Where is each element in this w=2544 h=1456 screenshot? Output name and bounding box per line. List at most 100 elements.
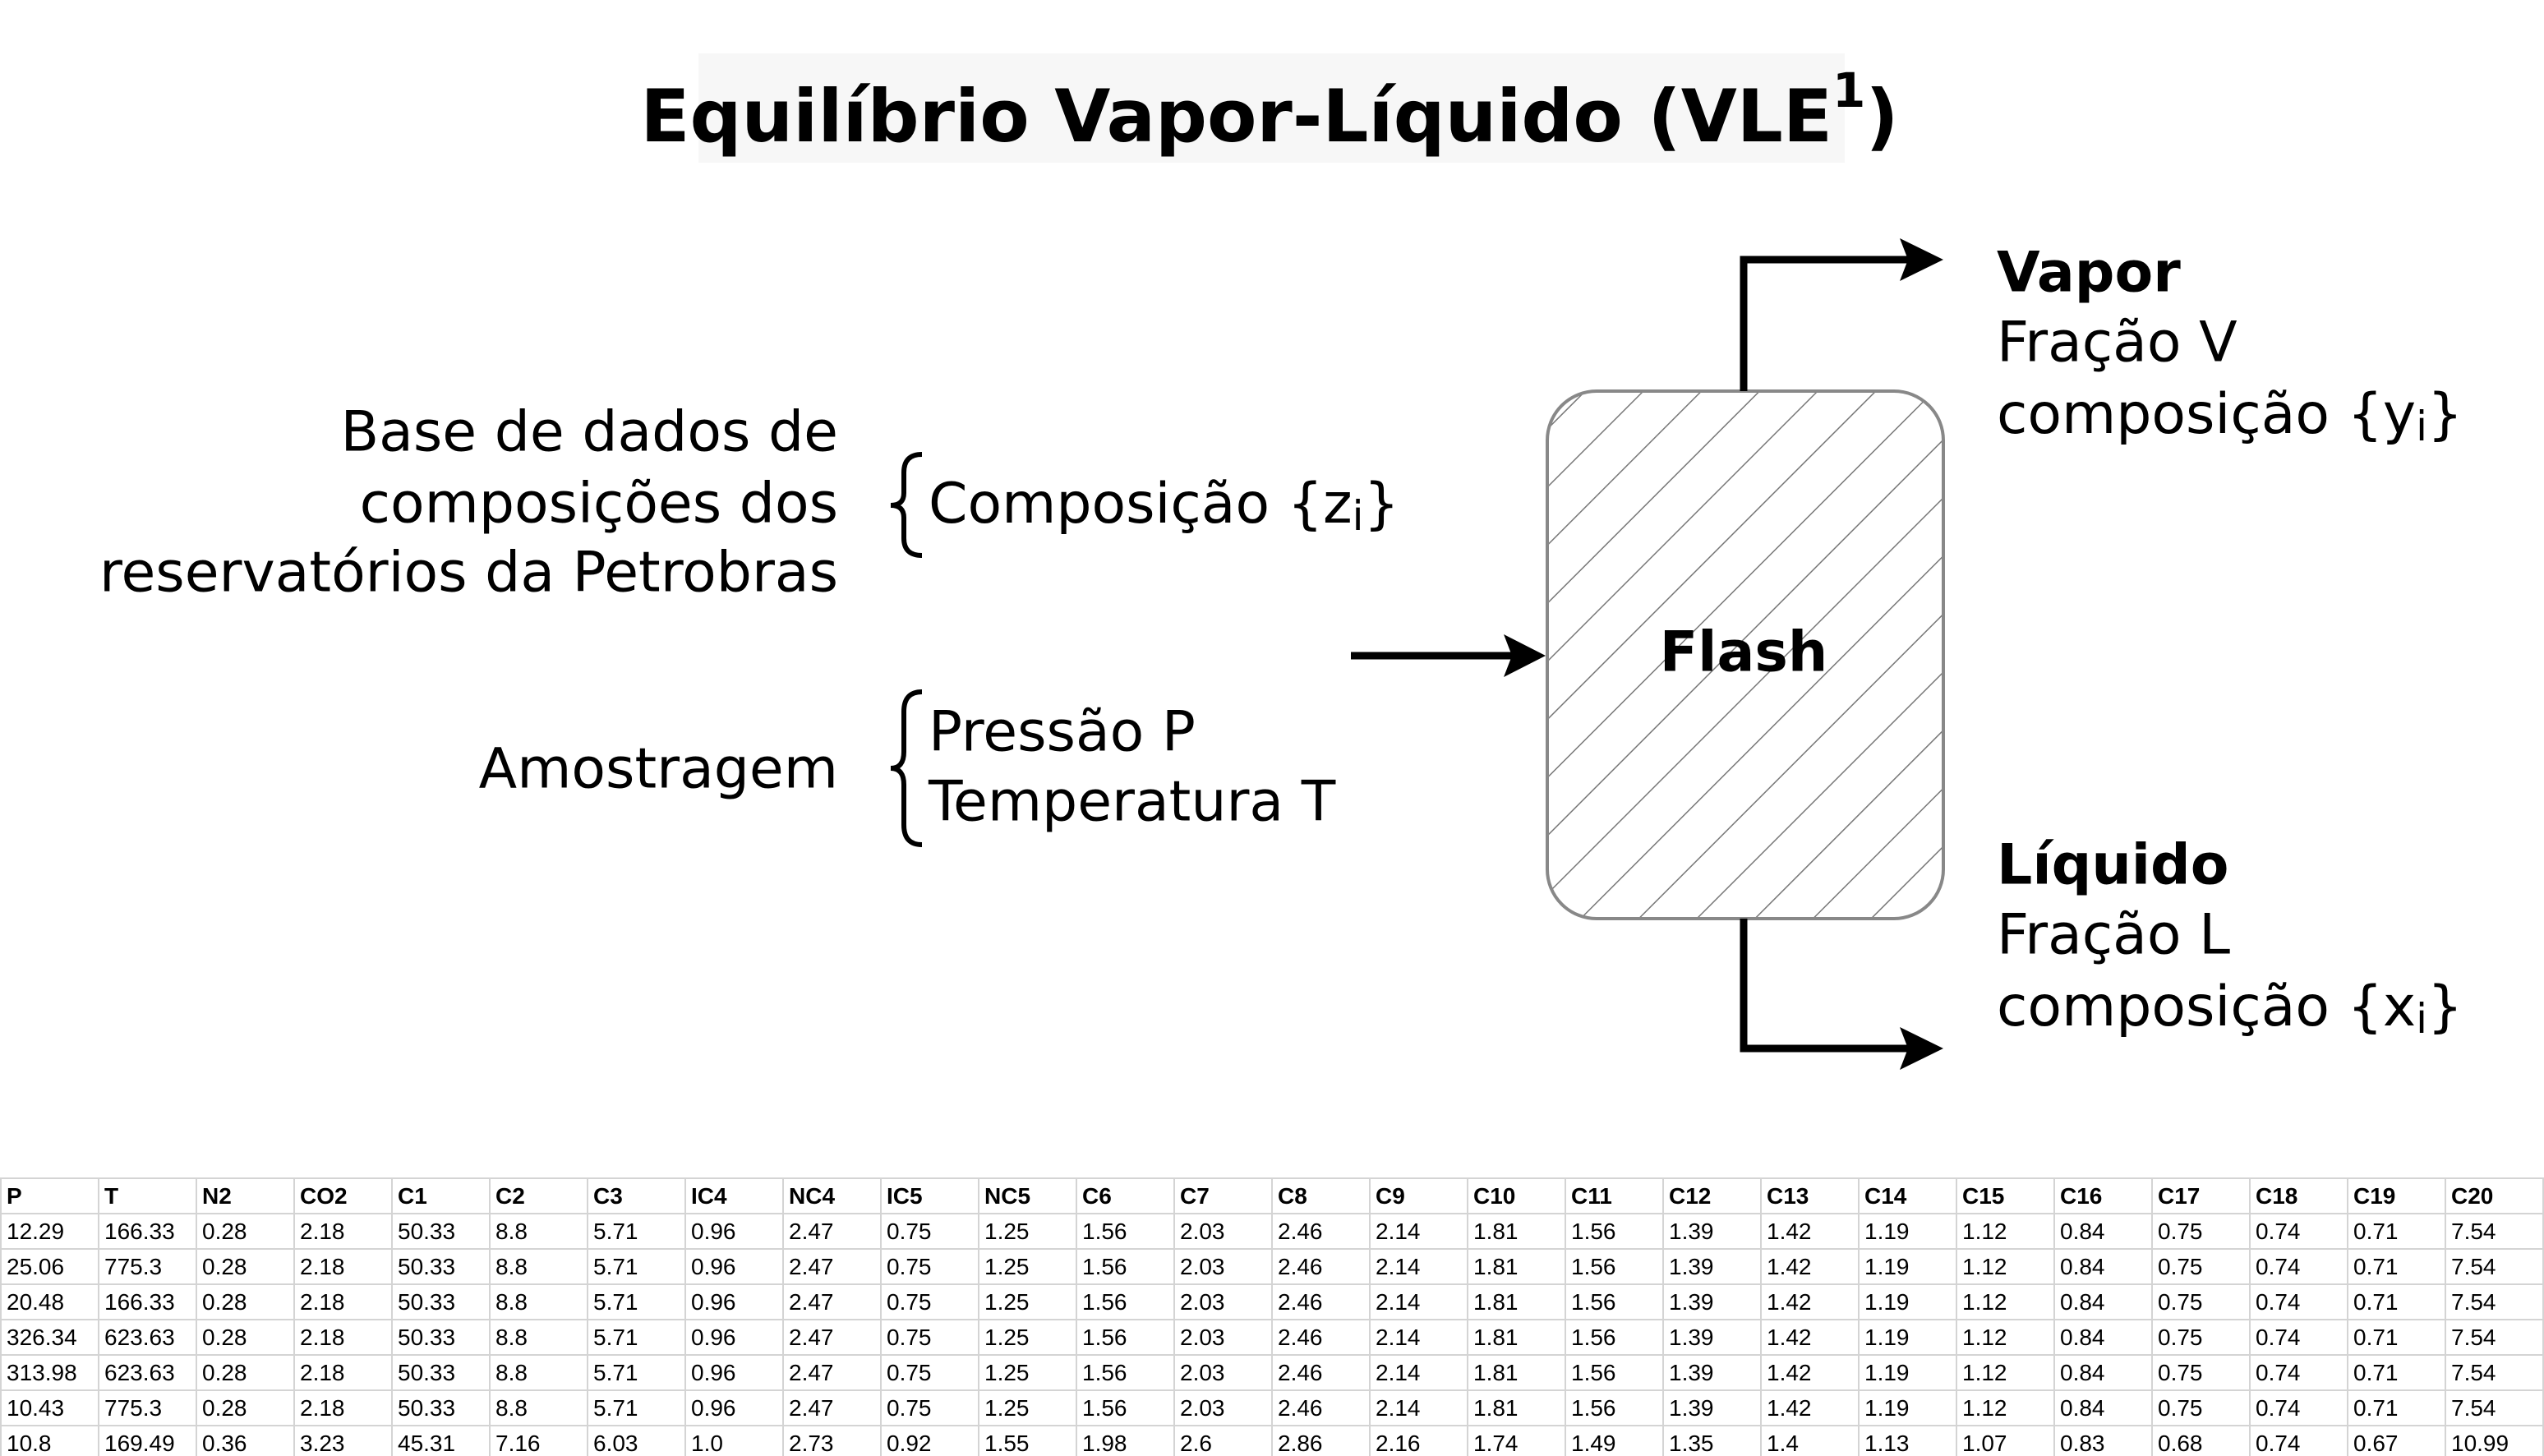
table-cell: 8.8 [489,1248,588,1285]
table-cell: 0.75 [2151,1213,2251,1250]
table-cell: 50.33 [391,1283,491,1320]
sampling-item: Pressão P [929,700,1196,765]
table-cell: 1.19 [1858,1389,1957,1426]
table-cell: 8.8 [489,1354,588,1391]
table-cell: 1.12 [1956,1248,2055,1285]
table-cell: 0.28 [196,1319,295,1356]
table-cell: 1.12 [1956,1389,2055,1426]
table-cell: 1.12 [1956,1354,2055,1391]
table-cell: 1.13 [1858,1425,1957,1456]
table-cell: 1.81 [1467,1213,1566,1250]
table-cell: 10.99 [2445,1425,2544,1456]
table-cell: 6.03 [587,1425,686,1456]
table-cell: 2.18 [293,1319,393,1356]
vapor-composition: composição {yi} [1997,382,2463,450]
table-cell: 7.54 [2445,1283,2544,1320]
table-cell: 1.81 [1467,1389,1566,1426]
table-row: 12.29 166.33 0.28 2.18 50.33 8.8 5.71 0.96 2.47 0… [0,1213,2544,1250]
table-cell: 2.47 [782,1248,882,1285]
table-cell: 2.18 [293,1248,393,1285]
table-cell: 2.14 [1369,1283,1468,1320]
subscript: i [2416,995,2427,1043]
table-cell: 1.42 [1760,1213,1860,1250]
table-cell: 1.19 [1858,1319,1957,1356]
table-cell: 2.46 [1271,1283,1371,1320]
header-cell: C7 [1173,1177,1273,1214]
table-cell: 1.35 [1662,1425,1762,1456]
brace [890,452,923,558]
table-cell: 1.56 [1565,1248,1664,1285]
table-cell: 0.96 [684,1354,784,1391]
table-cell: 1.56 [1076,1319,1175,1356]
table-cell: 2.14 [1369,1389,1468,1426]
header-cell: C1 [391,1177,491,1214]
table-cell: 2.18 [293,1354,393,1391]
table-cell: 2.03 [1173,1248,1273,1285]
table-cell: 0.75 [880,1389,979,1426]
table-cell: 50.33 [391,1319,491,1356]
table-cell: 2.14 [1369,1319,1468,1356]
database-line: composições dos [360,472,838,537]
table-cell: 0.36 [196,1425,295,1456]
table-cell: 1.25 [978,1213,1077,1250]
header-cell: C10 [1467,1177,1566,1214]
table-cell: 0.84 [2053,1319,2153,1356]
table-cell: 25.06 [0,1248,99,1285]
header-cell: IC5 [880,1177,979,1214]
table-cell: 1.12 [1956,1283,2055,1320]
table-cell: 50.33 [391,1213,491,1250]
arrowhead [1900,238,1943,281]
table-cell: 0.28 [196,1389,295,1426]
table-cell: 0.75 [2151,1354,2251,1391]
composition-text: composição {y [1997,382,2416,447]
header-cell: C19 [2347,1177,2446,1214]
table-cell: 1.39 [1662,1354,1762,1391]
header-cell: C20 [2445,1177,2544,1214]
table-cell: 166.33 [98,1213,197,1250]
vapor-arrow [1740,256,1910,391]
table-row: 10.8 169.49 0.36 3.23 45.31 7.16 6.03 1.0 2.73 0.… [0,1425,2544,1456]
table-cell: 5.71 [587,1248,686,1285]
table-cell: 1.25 [978,1389,1077,1426]
table-cell: 2.03 [1173,1319,1273,1356]
table-cell: 0.96 [684,1283,784,1320]
header-cell: C18 [2249,1177,2348,1214]
table-cell: 1.56 [1076,1213,1175,1250]
table-cell: 2.46 [1271,1213,1371,1250]
table-cell: 1.56 [1565,1283,1664,1320]
table-cell: 5.71 [587,1213,686,1250]
table-cell: 2.03 [1173,1213,1273,1250]
header-cell: C12 [1662,1177,1762,1214]
table-cell: 1.25 [978,1354,1077,1391]
table-cell: 1.56 [1565,1319,1664,1356]
table-cell: 45.31 [391,1425,491,1456]
table-cell: 623.63 [98,1319,197,1356]
title-main: Equilíbrio Vapor-Líquido (VLE [640,74,1832,159]
table-cell: 1.4 [1760,1425,1860,1456]
table-cell: 0.96 [684,1213,784,1250]
table-cell: 0.84 [2053,1389,2153,1426]
title-end: ) [1865,74,1898,159]
table-cell: 2.6 [1173,1425,1273,1456]
table-cell: 0.92 [880,1425,979,1456]
table-cell: 3.23 [293,1425,393,1456]
table-cell: 1.42 [1760,1389,1860,1426]
table-cell: 2.46 [1271,1354,1371,1391]
table-cell: 1.25 [978,1248,1077,1285]
table-row: 10.43 775.3 0.28 2.18 50.33 8.8 5.71 0.96 2.47 0.… [0,1389,2544,1426]
table-cell: 1.74 [1467,1425,1566,1456]
table-cell: 2.18 [293,1283,393,1320]
diagram: Equilíbrio Vapor-Líquido (VLE1) Base de … [99,62,2463,1070]
header-cell: NC4 [782,1177,882,1214]
table-cell: 0.71 [2347,1213,2446,1250]
header-cell: C8 [1271,1177,1371,1214]
header-cell: C3 [587,1177,686,1214]
table-cell: 0.71 [2347,1283,2446,1320]
composition-text: composição {x [1997,975,2416,1039]
table-cell: 1.42 [1760,1319,1860,1356]
table-cell: 1.0 [684,1425,784,1456]
table-cell: 0.74 [2249,1354,2348,1391]
table-cell: 1.81 [1467,1354,1566,1391]
table-cell: 0.75 [880,1319,979,1356]
table-cell: 0.68 [2151,1425,2251,1456]
